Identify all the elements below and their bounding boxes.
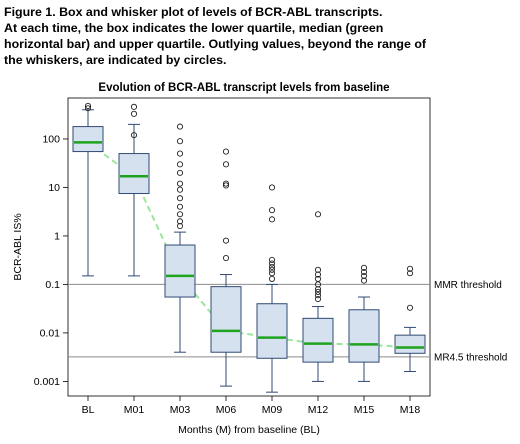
outlier-point [360,272,368,279]
outlier-point [314,275,322,282]
x-tick-label: M03 [170,404,191,416]
outlier-point [406,270,414,277]
quartile-box [394,334,426,354]
outlier-point [176,123,184,130]
box-M12 [302,211,334,382]
outlier-point [268,256,276,263]
outlier-point [84,105,92,112]
outlier-point [314,211,322,218]
figure-caption: Figure 1. Box and whisker plot of levels… [4,4,516,68]
quartile-box [164,244,196,298]
x-tick-label: M18 [400,404,421,416]
quartile-box [302,317,334,363]
outlier-point [406,265,414,272]
outlier-point [268,260,276,267]
y-tick-label: 0.01 [40,327,61,339]
outlier-point [268,216,276,223]
x-tick-label: M12 [308,404,329,416]
outlier-point [406,304,414,311]
x-tick-label: BL [82,404,95,416]
x-tick-label: M15 [354,404,375,416]
reference-line-label: MR4.5 threshold [434,352,507,363]
x-tick-label: M06 [216,404,237,416]
outlier-point [222,161,230,168]
quartile-box [256,303,288,359]
outlier-point [314,292,322,299]
outlier-point [176,138,184,145]
x-tick-label: M09 [262,404,283,416]
outlier-point [176,180,184,187]
outlier-point [130,132,138,139]
outlier-point [222,182,230,189]
caption-line-3: horizontal bar) and upper quartile. Outl… [4,37,427,51]
chart-title: Evolution of BCR-ABL transcript levels f… [98,82,389,94]
outlier-point [176,186,184,193]
outlier-point [268,207,276,214]
box-M18 [394,265,426,373]
y-tick-label: 10 [48,182,60,194]
outlier-point [176,150,184,157]
outlier-point [360,264,368,271]
y-tick-label: 0.1 [45,279,60,291]
quartile-box [72,126,104,153]
outlier-point [176,222,184,230]
box-BL [72,102,104,277]
outlier-point [314,288,322,295]
outlier-point [84,102,92,109]
quartile-box [210,286,242,353]
box-M09 [256,184,288,393]
box-M15 [348,264,380,382]
outlier-point [130,103,138,110]
outlier-point [222,237,230,244]
box-M03 [164,123,196,353]
caption-line-2: At each time, the box indicates the lowe… [4,21,384,35]
x-tick-label: M01 [124,404,145,416]
outlier-point [176,211,184,218]
caption-line-1: Figure 1. Box and whisker plot of levels… [4,5,383,19]
outlier-point [176,195,184,202]
box-M06 [210,148,242,387]
y-tick-label: 0.001 [34,376,60,388]
outlier-point [222,255,230,262]
outlier-point [222,148,230,155]
outlier-point [176,218,184,225]
outlier-point [130,110,138,117]
outlier-point [176,161,184,168]
outlier-point [360,277,368,284]
caption-line-4: the whiskers, are indicated by circles. [4,53,227,67]
x-axis-label: Months (M) from baseline (BL) [178,424,320,436]
outlier-point [314,266,322,273]
box-M01 [118,103,150,277]
y-axis-label: BCR-ABL IS% [12,213,24,280]
reference-line-label: MMR threshold [434,280,502,291]
outlier-point [222,180,230,187]
quartile-box [118,153,150,195]
quartile-box [348,309,380,363]
y-tick-label: 1 [54,230,60,242]
outlier-point [268,270,276,277]
outlier-point [176,203,184,210]
outlier-point [176,169,184,176]
y-tick-label: 100 [42,133,60,145]
outlier-point [314,286,322,293]
outlier-point [360,269,368,276]
outlier-point [268,266,276,273]
outlier-point [268,184,276,191]
outlier-point [314,271,322,278]
outlier-point [268,263,276,270]
outlier-point [314,295,322,303]
